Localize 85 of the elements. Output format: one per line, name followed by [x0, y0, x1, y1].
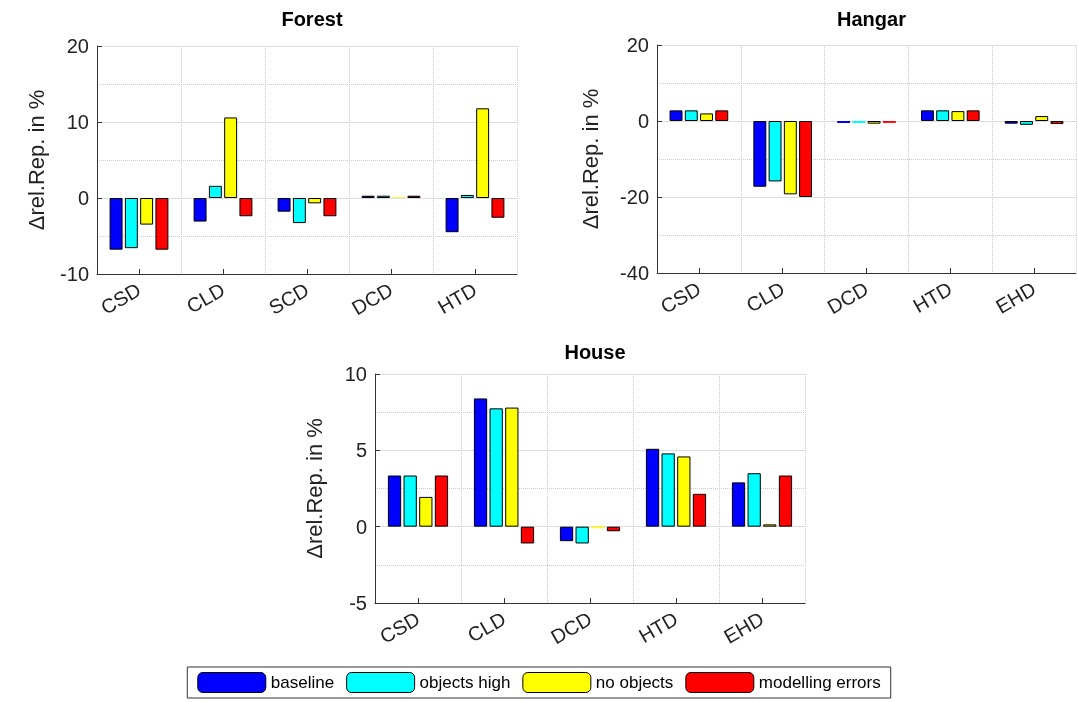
- bar: [387, 475, 402, 527]
- bar: [403, 475, 417, 527]
- bar: [799, 121, 813, 197]
- legend-label: baseline: [270, 673, 335, 692]
- bar: [491, 198, 505, 218]
- bar: [1020, 121, 1033, 125]
- bar: [308, 198, 322, 204]
- bar: [966, 110, 980, 121]
- chart-title: Hangar: [837, 8, 907, 30]
- x-tick-label: HTD: [909, 277, 956, 318]
- bar: [669, 110, 683, 121]
- legend-label: objects high: [419, 673, 511, 692]
- y-tick-label: -20: [620, 186, 649, 208]
- legend-label: modelling errors: [758, 673, 881, 692]
- bar: [445, 198, 459, 233]
- bar: [155, 198, 169, 250]
- bar: [783, 121, 797, 195]
- bar: [753, 121, 767, 187]
- x-tick-label: EHD: [719, 607, 768, 648]
- y-tick-label: 0: [77, 187, 89, 209]
- x-tick-label: DCD: [348, 278, 397, 320]
- bar: [140, 198, 154, 225]
- bar: [936, 110, 950, 121]
- x-tick-label: CSD: [96, 278, 145, 319]
- y-tick-label: 5: [355, 439, 367, 462]
- bar: [124, 198, 138, 249]
- bar: [460, 194, 474, 198]
- x-tick-label: DCD: [823, 277, 872, 319]
- x-tick-label: HTD: [433, 278, 481, 319]
- bar: [109, 198, 123, 250]
- bar: [559, 526, 574, 542]
- x-tick-label: CLD: [463, 607, 510, 647]
- y-tick-label: 20: [626, 34, 649, 56]
- y-tick-label: -5: [349, 592, 367, 614]
- y-tick-label: 0: [355, 515, 367, 538]
- bar: [193, 198, 207, 222]
- y-tick-label: 0: [637, 110, 649, 132]
- bar: [768, 121, 782, 182]
- y-tick-label: 20: [66, 35, 89, 57]
- bar: [419, 496, 433, 527]
- x-tick-label: CSD: [375, 607, 424, 648]
- legend-label: no objects: [595, 673, 674, 692]
- bar: [292, 198, 306, 224]
- y-axis-title: Δrel.Rep. in %: [577, 88, 603, 230]
- bar: [505, 407, 519, 527]
- bar: [920, 110, 934, 121]
- chart-title: Forest: [281, 8, 343, 30]
- x-tick-label: CLD: [742, 277, 789, 317]
- bar: [208, 185, 222, 198]
- bar: [951, 111, 965, 121]
- bar: [677, 456, 691, 527]
- x-tick-label: HTD: [634, 607, 682, 648]
- y-tick-label: -40: [620, 262, 649, 284]
- bar: [1050, 121, 1064, 125]
- bar: [277, 198, 291, 212]
- bar: [731, 482, 746, 527]
- y-axis-title: Δrel.Rep. in %: [23, 89, 49, 231]
- bar: [700, 113, 713, 121]
- bar: [323, 198, 337, 217]
- y-tick-label: -10: [60, 263, 89, 285]
- bar: [224, 117, 238, 198]
- bar: [476, 108, 490, 198]
- bar: [747, 473, 761, 527]
- x-tick-label: CLD: [182, 278, 229, 318]
- bar: [575, 526, 589, 544]
- x-tick-label: SCD: [264, 278, 313, 319]
- chart-title: House: [564, 341, 626, 363]
- bar: [520, 526, 535, 544]
- bar: [692, 493, 707, 527]
- bar: [715, 110, 729, 121]
- y-tick-label: 10: [344, 363, 367, 385]
- y-tick-label: 10: [66, 111, 89, 133]
- x-tick-label: CSD: [656, 277, 705, 318]
- x-tick-label: DCD: [547, 607, 596, 649]
- bar: [239, 198, 253, 217]
- bar: [434, 475, 449, 527]
- bar: [661, 453, 675, 527]
- bar: [684, 110, 698, 121]
- bar: [778, 475, 793, 527]
- bar: [473, 398, 488, 527]
- bar: [489, 408, 503, 527]
- bar: [1035, 116, 1049, 121]
- x-tick-label: EHD: [992, 277, 1040, 318]
- y-axis-title: Δrel.Rep. in %: [301, 418, 327, 559]
- bar: [645, 448, 660, 527]
